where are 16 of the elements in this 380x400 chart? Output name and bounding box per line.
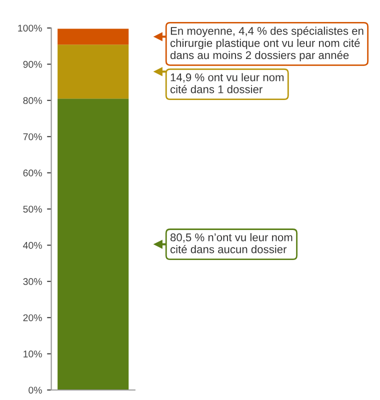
y-tick-label: 70%: [23, 133, 42, 140]
bar: [58, 44, 129, 99]
y-tick-label: 90%: [23, 60, 42, 68]
y-tick-label: 80%: [23, 97, 42, 104]
text: 80,5 % n’ont vu leur nom cité dans aucun dossier: [170, 233, 292, 254]
y-tick-label: 60%: [23, 170, 42, 176]
text: 14,9 % ont vu leur nom cité dans 1 dossier: [170, 73, 284, 94]
y-tick-label: 10%: [24, 350, 42, 358]
bar: [58, 28, 129, 45]
y-tick-label: 40%: [23, 242, 42, 249]
y-tick-label: 50%: [23, 206, 42, 213]
text: En moyenne, 4,4 % des spécialistes en chirurgie plastique ont vu leur nom cité dans au moins 2 dossiers par année: [170, 26, 364, 62]
y-tick-label: 30%: [23, 278, 42, 286]
y-tick-label: 100%: [18, 24, 42, 32]
y-tick-label: 0%: [28, 386, 42, 394]
y-tick-label: 20%: [23, 314, 42, 322]
